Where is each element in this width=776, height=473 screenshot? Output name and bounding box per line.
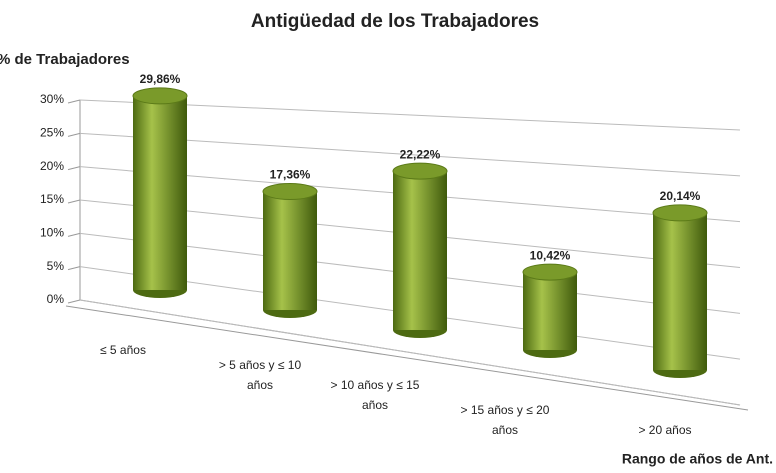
bar-top (262, 183, 318, 201)
value-label: 17,36% (270, 168, 311, 182)
value-label: 22,22% (400, 147, 441, 161)
tick-mark (67, 232, 81, 237)
tick-mark (67, 266, 81, 271)
bar-top (522, 263, 578, 281)
y-tick-label: 25% (40, 126, 64, 140)
y-tick-label: 30% (40, 92, 64, 106)
x-axis-title: Rango de años de Ant. (622, 451, 773, 467)
bar (263, 191, 317, 310)
y-tick-label: 20% (40, 159, 64, 173)
x-tick-label: ≤ 5 años (100, 343, 146, 357)
x-tick-label: > 20 años (638, 423, 692, 437)
y-axis-title: % de Trabajadores (0, 51, 130, 68)
value-label: 20,14% (660, 189, 701, 203)
y-tick-label: 15% (40, 192, 64, 206)
bar-top (132, 87, 188, 105)
grid-line (79, 299, 741, 406)
bar (393, 171, 447, 330)
grid-line (79, 99, 741, 131)
tick-mark (67, 132, 81, 137)
tick-mark (67, 199, 81, 204)
bar-top (652, 204, 708, 222)
bar (653, 212, 707, 370)
grid-line (79, 132, 741, 177)
bar-top (392, 162, 448, 180)
bar (133, 95, 187, 290)
x-tick-label: > 10 años y ≤ 15 años (330, 378, 420, 412)
tick-mark (67, 99, 81, 104)
tick-mark (67, 166, 81, 171)
x-tick-label: > 15 años y ≤ 20 años (460, 403, 550, 437)
value-label: 29,86% (140, 72, 181, 86)
floor-edge (65, 305, 749, 411)
y-tick-label: 0% (47, 292, 65, 306)
tick-mark (67, 299, 81, 304)
y-tick-label: 10% (40, 226, 64, 240)
x-tick-label: > 5 años y ≤ 10 años (218, 358, 302, 392)
value-label: 10,42% (530, 248, 571, 262)
y-tick-label: 5% (47, 259, 65, 273)
chart-title: Antigüedad de los Trabajadores (251, 11, 539, 32)
bar (523, 272, 577, 350)
